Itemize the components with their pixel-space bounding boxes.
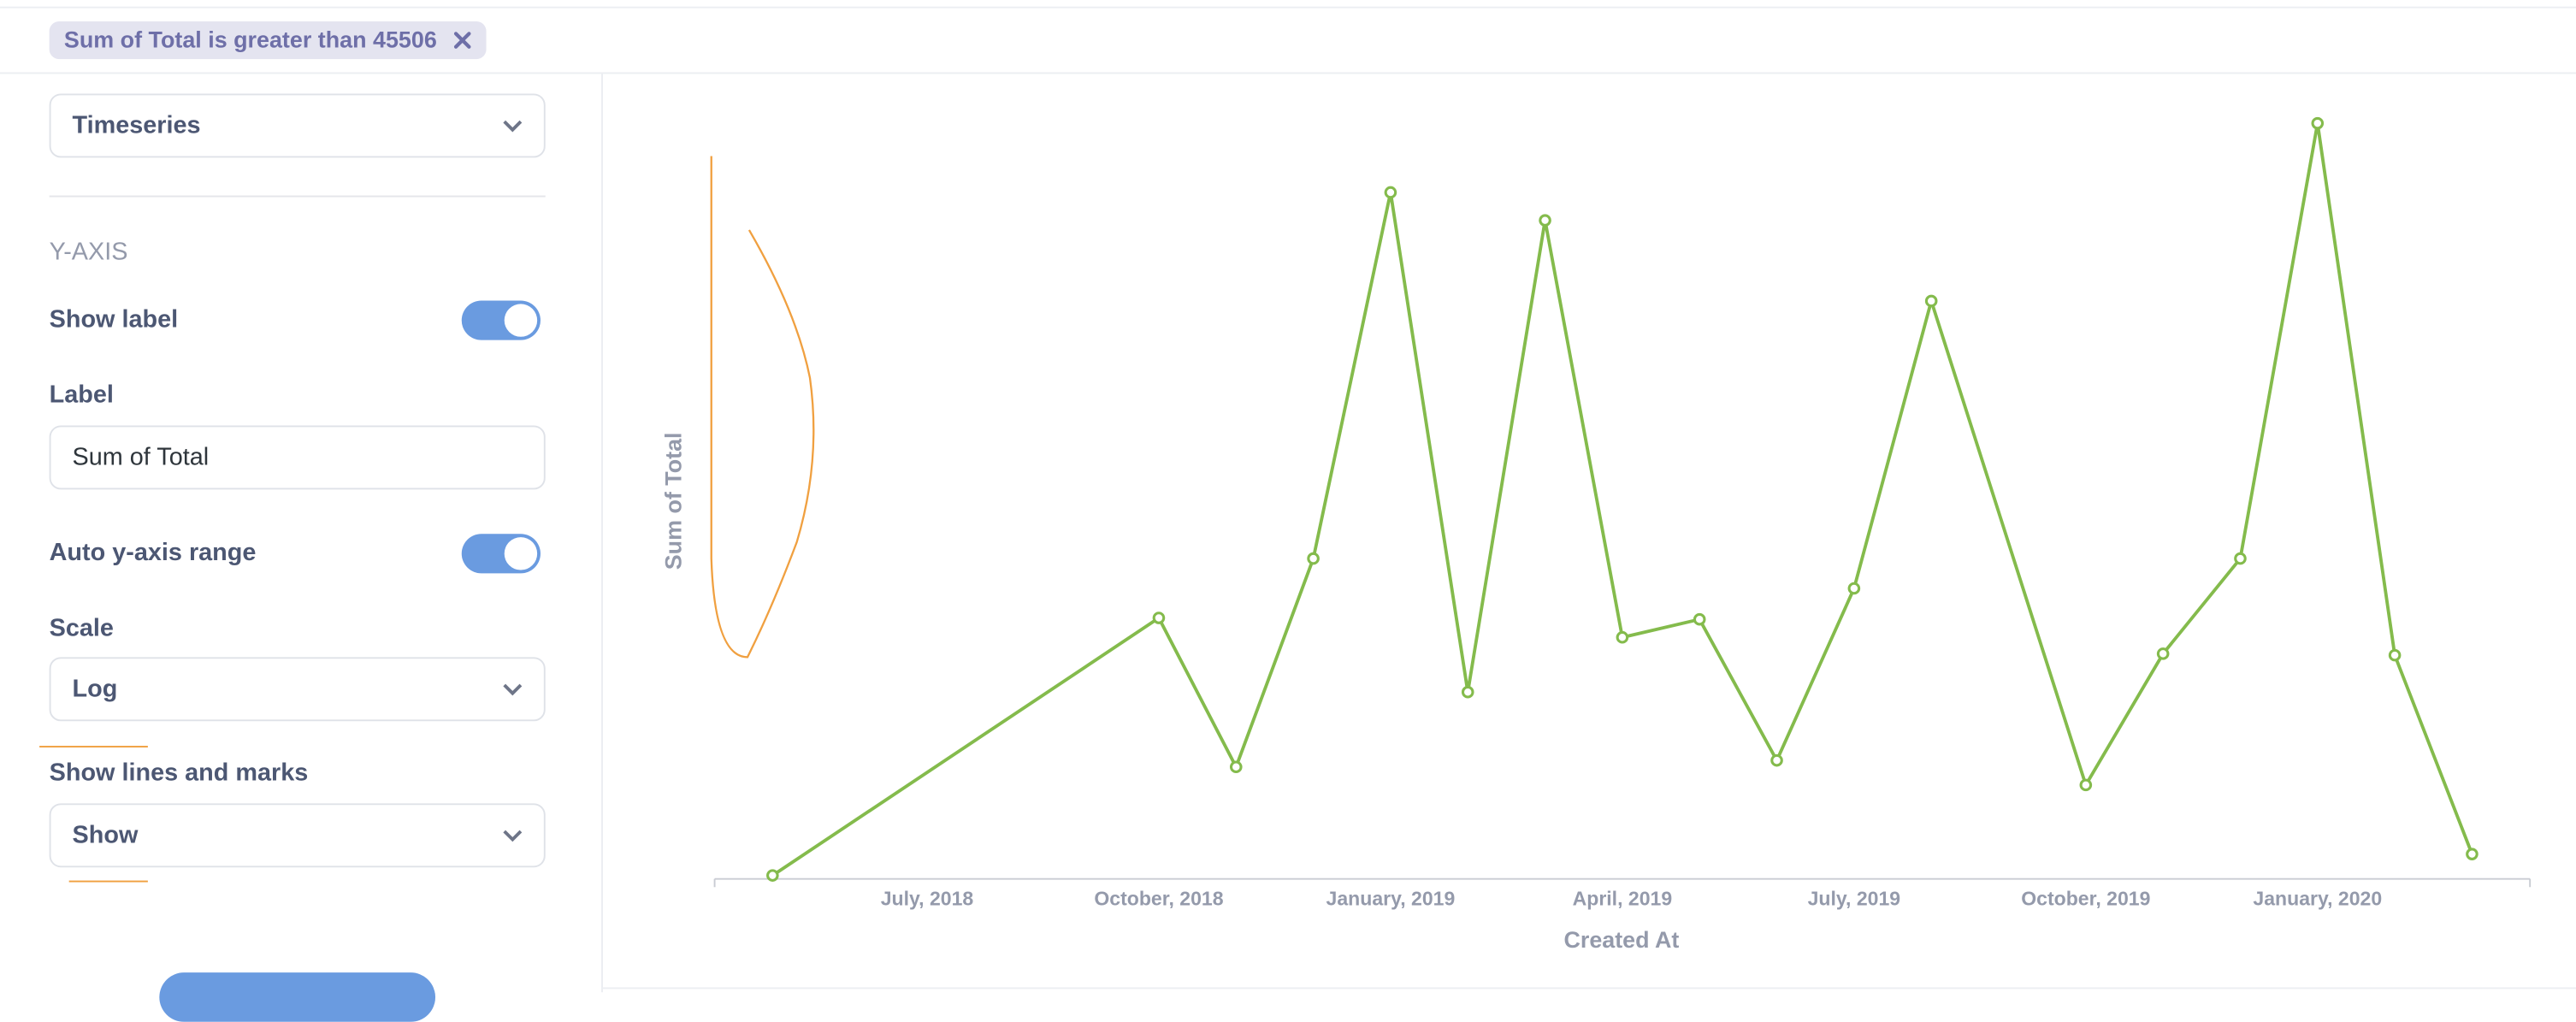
select-value: Log (72, 675, 118, 704)
y-axis-title: Sum of Total (661, 432, 687, 570)
point (1461, 685, 1474, 699)
setting-label: Scale (49, 614, 114, 643)
x-tick-label: October, 2018 (1094, 888, 1223, 910)
point (1539, 214, 1551, 227)
x-tick-label: January, 2019 (1326, 888, 1456, 910)
select-value: Show (72, 821, 139, 850)
display-select[interactable]: Timeseries (49, 93, 546, 158)
chevron (503, 120, 523, 133)
point (2388, 648, 2402, 662)
toggle-knob (504, 537, 538, 570)
divider (49, 195, 546, 198)
select-value: Timeseries (72, 111, 201, 140)
annotation-mark (68, 880, 148, 883)
chart: Created At Sum of Total July, 2018 Octobe… (661, 116, 2532, 953)
chevron (503, 830, 523, 842)
scale-select[interactable]: Log (49, 657, 546, 722)
toggle[interactable] (461, 300, 541, 340)
chevron (503, 683, 523, 696)
point (2234, 552, 2247, 565)
point (2466, 848, 2479, 860)
point (766, 869, 779, 882)
point (1384, 186, 1397, 199)
line (771, 122, 2474, 877)
point (1307, 552, 1320, 565)
point (1616, 630, 1629, 644)
filter-pill[interactable]: Sum of Total is greater than 45506 (49, 21, 487, 60)
toggle[interactable] (461, 534, 541, 574)
app: Sum of Total is greater than 45506 Times… (0, 6, 2576, 1022)
x-tick-label: April, 2019 (1573, 888, 1673, 910)
page: Sum of Total is greater than 45506 Times… (0, 6, 2576, 1022)
top-border (0, 6, 2576, 9)
annotation-scribble (710, 156, 815, 659)
filter-bar-border (0, 72, 2576, 74)
point (2156, 647, 2170, 660)
setting-label: Auto y-axis range (49, 539, 257, 567)
point (1152, 611, 1166, 624)
setting-label: Label (49, 381, 114, 410)
remove-icon[interactable] (453, 31, 471, 49)
filter-label: Sum of Total is greater than 45506 (63, 26, 437, 53)
x-tick-label: July, 2018 (881, 888, 974, 910)
point (1924, 294, 1938, 308)
setting-label: Show lines and marks (49, 759, 309, 788)
point (2079, 778, 2093, 792)
chart-bottom-border (602, 987, 2576, 990)
input-value: Sum of Total (72, 443, 210, 472)
x-axis-title: Created At (1563, 927, 1679, 953)
x-tick-label: January, 2020 (2253, 888, 2382, 910)
section-title: Y-AXIS (49, 238, 128, 267)
setting-label: Show label (49, 305, 179, 334)
point (1847, 582, 1861, 595)
lines-select[interactable]: Show (49, 803, 546, 868)
annotation-mark (39, 746, 148, 748)
point (2311, 116, 2325, 130)
point (1229, 760, 1243, 774)
point (1693, 612, 1706, 626)
sidebar-border (601, 74, 603, 993)
point (1770, 753, 1783, 767)
text-input[interactable]: Sum of Total (49, 425, 546, 490)
toggle-knob (504, 304, 538, 337)
x-tick-label: October, 2019 (2021, 888, 2150, 910)
x-tick-label: July, 2019 (1808, 888, 1900, 910)
